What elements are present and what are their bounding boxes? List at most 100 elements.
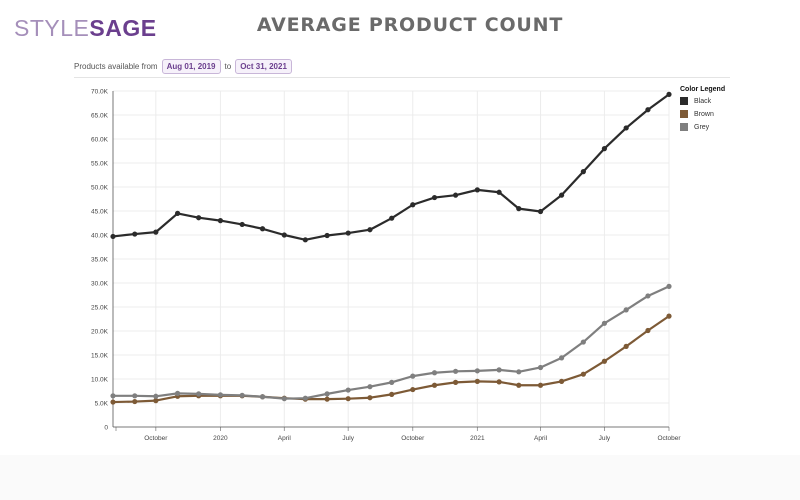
data-point-brown: [666, 313, 672, 319]
data-point-brown: [516, 382, 522, 388]
x-tick-label: April: [278, 435, 292, 442]
y-tick-label: 20.0K: [91, 329, 109, 336]
data-point-black: [410, 202, 416, 208]
data-point-grey: [666, 283, 672, 289]
legend-title: Color Legend: [680, 86, 726, 93]
data-point-black: [302, 237, 308, 243]
data-point-black: [367, 227, 373, 233]
y-tick-label: 65.0K: [91, 113, 109, 120]
y-tick-label: 40.0K: [91, 233, 109, 240]
y-tick-label: 25.0K: [91, 305, 109, 312]
x-tick-label: October: [657, 435, 681, 442]
data-point-grey: [196, 391, 202, 397]
legend-item-brown[interactable]: Brown: [680, 109, 725, 119]
data-point-black: [281, 232, 287, 238]
data-point-black: [580, 169, 586, 175]
legend-item-grey[interactable]: Grey: [680, 122, 725, 132]
x-tick-label: October: [401, 435, 425, 442]
legend-label-black: Black: [694, 97, 712, 105]
y-tick-label: 50.0K: [91, 185, 109, 192]
data-point-grey: [132, 393, 138, 399]
y-tick-label: 10.0K: [91, 377, 109, 384]
x-tick-label: April: [534, 435, 548, 442]
date-to-label: to: [224, 62, 232, 71]
x-tick-label: 2020: [213, 435, 228, 442]
legend-item-black[interactable]: Black: [680, 96, 725, 106]
data-point-black: [132, 231, 138, 237]
data-point-black: [496, 189, 502, 195]
x-tick-label: 2021: [470, 435, 485, 442]
data-point-brown: [153, 398, 159, 404]
legend-label-brown: Brown: [694, 110, 714, 118]
date-from-label: Products available from: [74, 62, 158, 71]
data-point-grey: [110, 393, 116, 399]
data-point-grey: [580, 339, 586, 345]
data-point-black: [259, 226, 266, 232]
data-point-black: [324, 232, 330, 239]
data-point-grey: [431, 370, 438, 376]
data-point-grey: [324, 391, 330, 397]
data-point-grey: [302, 395, 308, 401]
data-point-grey: [623, 307, 629, 313]
data-point-black: [217, 218, 224, 224]
legend-swatch-grey: [680, 123, 688, 131]
start-date-picker[interactable]: Aug 01, 2019: [161, 59, 221, 74]
data-point-black: [623, 125, 629, 131]
data-point-black: [474, 187, 480, 193]
data-point-black: [666, 91, 672, 97]
data-point-grey: [153, 393, 159, 399]
data-point-brown: [389, 391, 395, 397]
data-point-brown: [645, 327, 651, 334]
data-point-brown: [496, 379, 502, 385]
legend-label-grey: Grey: [694, 123, 710, 131]
y-tick-label: 60.0K: [91, 137, 109, 144]
y-tick-label: 30.0K: [91, 281, 109, 288]
data-point-grey: [217, 392, 224, 398]
data-point-grey: [174, 390, 181, 396]
data-point-brown: [431, 382, 438, 388]
data-point-brown: [324, 396, 330, 402]
data-point-brown: [580, 371, 586, 377]
data-point-grey: [558, 355, 565, 361]
data-point-black: [153, 229, 159, 235]
data-point-grey: [259, 394, 266, 400]
data-point-brown: [132, 398, 138, 405]
data-point-brown: [601, 358, 608, 364]
data-point-grey: [645, 293, 651, 299]
y-tick-label: 45.0K: [91, 209, 109, 216]
data-point-brown: [110, 399, 116, 405]
y-tick-label: 15.0K: [91, 353, 109, 360]
header-divider: [74, 77, 730, 78]
data-point-black: [645, 107, 651, 113]
x-tick-label: July: [599, 435, 611, 442]
data-point-black: [431, 194, 438, 201]
legend-swatch-black: [680, 97, 688, 105]
data-point-grey: [239, 392, 245, 398]
data-point-black: [558, 192, 565, 198]
data-point-black: [239, 221, 245, 228]
data-point-grey: [452, 368, 459, 374]
y-tick-label: 0: [104, 425, 108, 432]
data-point-black: [601, 146, 608, 152]
data-point-black: [174, 210, 181, 216]
end-date-picker[interactable]: Oct 31, 2021: [235, 59, 292, 74]
page-title: AVERAGE PRODUCT COUNT: [256, 14, 564, 36]
data-point-grey: [410, 373, 416, 379]
data-point-grey: [496, 367, 502, 373]
footer-area: [0, 455, 800, 500]
data-point-grey: [367, 384, 373, 390]
data-point-grey: [345, 387, 351, 393]
data-point-black: [537, 208, 544, 215]
stylesage-logo[interactable]: STYLESAGE: [14, 14, 157, 42]
y-tick-label: 70.0K: [91, 89, 109, 96]
data-point-grey: [516, 369, 522, 375]
data-point-brown: [623, 343, 629, 349]
date-range-filter: Products available from Aug 01, 2019 to …: [74, 59, 292, 74]
data-point-brown: [537, 382, 544, 388]
y-tick-label: 55.0K: [91, 161, 109, 168]
data-point-black: [389, 215, 395, 221]
data-point-black: [452, 192, 459, 198]
logo-part1: STYLE: [14, 15, 90, 41]
data-point-brown: [410, 386, 416, 393]
